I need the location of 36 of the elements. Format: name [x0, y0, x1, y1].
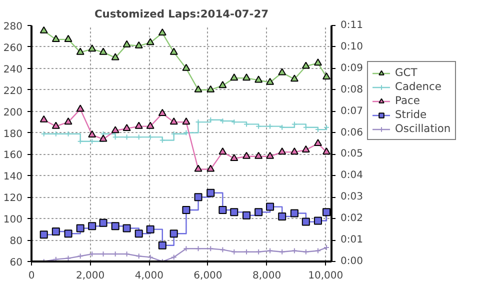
y-tick-label: 260: [3, 42, 23, 54]
y-tick-label: 140: [3, 172, 23, 183]
x-tick-label: 4,000: [134, 270, 164, 282]
y2-tick-label: 0:08: [340, 84, 363, 96]
y2-tick-label: 0:03: [340, 192, 363, 203]
y-tick-label: 240: [3, 64, 23, 76]
y2-tick-label: 0:04: [340, 170, 363, 182]
x-tick-label: 6,000: [194, 270, 222, 282]
y-tick-label: 280: [3, 22, 23, 32]
y-tick-label: 100: [3, 214, 23, 226]
x-tick-label: 8,000: [252, 270, 282, 282]
legend-label: GCT: [395, 66, 418, 79]
x-tick-label: 2,000: [76, 270, 105, 282]
x-tick-label: 0: [28, 270, 35, 282]
y-tick-label: 160: [3, 150, 23, 162]
x-tick-label: 10,000: [308, 270, 344, 282]
y2-tick-label: 0:06: [340, 127, 363, 138]
legend-label: Cadence: [395, 80, 442, 93]
y-tick-label: 80: [10, 236, 23, 248]
y-tick-label: 220: [3, 86, 23, 97]
y2-tick-label: 0:09: [340, 62, 363, 74]
y2-tick-label: 0:11: [340, 20, 363, 31]
y-tick-label: 60: [10, 258, 23, 268]
y2-tick-label: 0:10: [340, 41, 363, 52]
y-tick-label: 180: [3, 128, 23, 140]
y2-tick-label: 0:05: [340, 148, 363, 160]
legend-label: Stride: [395, 108, 427, 121]
chart-title: Customized Laps:2014-07-27: [94, 8, 269, 20]
y-tick-label: 200: [3, 107, 23, 118]
y2-tick-label: 0:00: [340, 256, 363, 267]
y2-tick-label: 0:02: [340, 213, 363, 224]
y2-tick-label: 0:01: [340, 234, 363, 246]
y-tick-label: 120: [3, 193, 23, 204]
legend-label: Oscillation: [395, 122, 451, 135]
y2-tick-label: 0:07: [340, 106, 363, 117]
legend-label: Pace: [395, 94, 420, 107]
